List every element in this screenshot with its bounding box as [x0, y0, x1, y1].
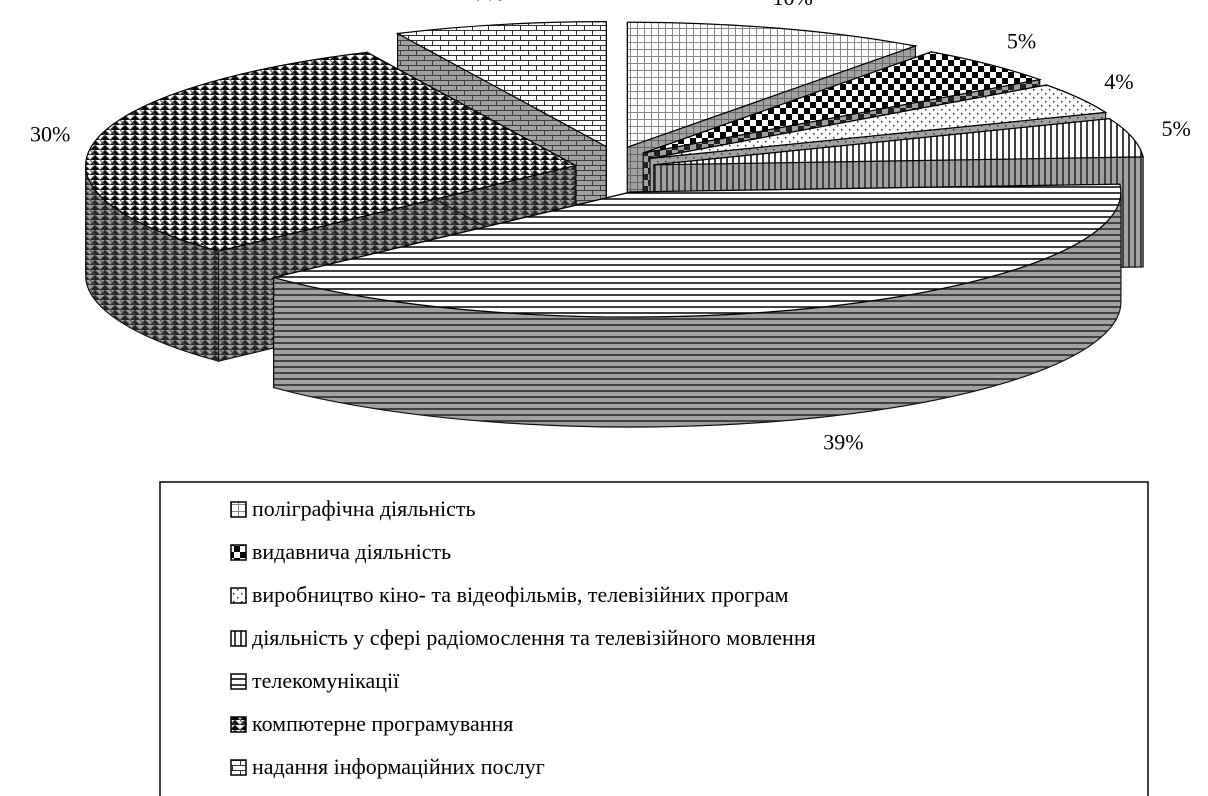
legend-swatch [230, 630, 247, 647]
legend-label: телекомунікації [252, 668, 400, 693]
legend-box [159, 481, 1149, 796]
data-label: 30% [30, 122, 70, 147]
legend-swatch [230, 716, 247, 733]
legend-swatch [230, 587, 247, 604]
data-label: 5% [1161, 116, 1190, 141]
legend-swatch [230, 501, 247, 518]
slice-wall-shade [85, 165, 219, 362]
data-label: 5% [1007, 28, 1036, 53]
legend-label: діяльність у сфері радіомослення та теле… [252, 625, 816, 650]
slice [643, 51, 1043, 154]
slice [653, 118, 1144, 166]
data-label: 7% [475, 0, 504, 5]
slice [649, 84, 1108, 159]
legend-swatch [230, 673, 247, 690]
data-label: 10% [773, 0, 813, 10]
data-label: 39% [823, 429, 863, 454]
legend-swatch [230, 544, 247, 561]
slice [626, 21, 918, 149]
slice-wall-shade [273, 192, 1121, 428]
slice [85, 51, 578, 252]
legend-swatch [230, 759, 247, 776]
legend-label: видавнича діяльність [252, 539, 451, 564]
legend-label: виробництво кіно- та відеофільмів, телев… [252, 582, 789, 607]
slice [273, 183, 1122, 318]
slice [395, 20, 607, 148]
data-label: 4% [1104, 69, 1133, 94]
legend-label: компютерне програмування [252, 711, 513, 736]
legend-label: надання інформаційних послуг [252, 754, 545, 779]
legend-label: поліграфічна діяльність [252, 496, 476, 521]
